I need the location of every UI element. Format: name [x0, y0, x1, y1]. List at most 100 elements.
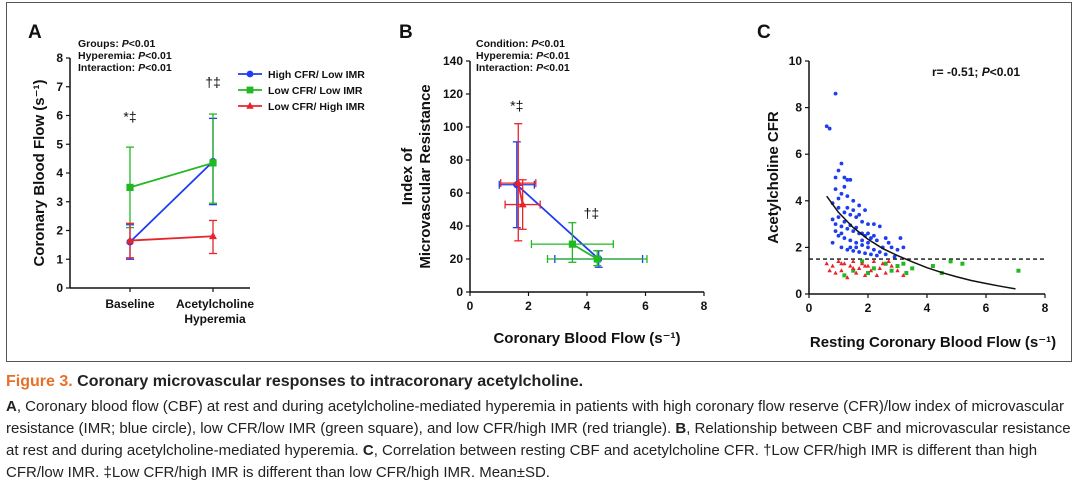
a-data-point: [209, 159, 217, 167]
c-data-point: [839, 224, 844, 229]
a-y-tick-label: 5: [56, 137, 63, 151]
caption-panel-b-text: , Relationship between CBF and microvasc…: [6, 420, 1071, 459]
c-data-point: [836, 205, 841, 210]
c-data-point: [842, 219, 847, 224]
c-data-point: [839, 161, 844, 166]
c-series-0: [824, 91, 906, 259]
c-correlation-stat: r= -0.51; P<0.01: [932, 65, 1020, 79]
c-data-point: [839, 261, 844, 266]
c-data-point: [854, 270, 859, 275]
c-data-point: [824, 261, 829, 266]
panel-label-A: A: [28, 22, 42, 43]
c-x-tick-label: 8: [1042, 301, 1049, 315]
c-series-2: [824, 258, 906, 280]
b-x-tick-label: 8: [701, 299, 708, 313]
c-data-point: [848, 238, 853, 243]
c-data-point: [869, 252, 873, 257]
c-data-point: [824, 124, 829, 129]
a-legend-label: High CFR/ Low IMR: [268, 69, 365, 81]
caption-body: A, Coronary blood flow (CBF) at rest and…: [6, 396, 1074, 484]
c-data-point: [854, 245, 859, 250]
a-x-tick-sublabel: Hyperemia: [184, 312, 246, 326]
a-y-tick-label: 8: [56, 51, 63, 65]
c-data-point: [845, 205, 850, 210]
c-data-point: [866, 240, 870, 245]
caption-panel-c-text: , Correlation between resting CBF and ac…: [6, 442, 1038, 481]
a-y-tick-label: 1: [56, 252, 63, 266]
panel-label-B: B: [399, 22, 413, 43]
c-data-point: [863, 208, 867, 213]
caption-title: Figure 3. Coronary microvascular respons…: [6, 372, 1074, 392]
c-data-point: [872, 233, 876, 238]
a-legend-label: Low CFR/ Low IMR: [268, 85, 363, 97]
c-data-point: [880, 261, 885, 266]
c-data-point: [857, 212, 862, 217]
b-y-axis-label: Index of: [399, 147, 416, 206]
c-data-point: [860, 219, 864, 224]
figure-caption: Figure 3. Coronary microvascular respons…: [6, 372, 1074, 484]
c-data-point: [910, 266, 915, 271]
c-x-tick-label: 4: [924, 301, 931, 315]
c-y-tick-label: 10: [789, 54, 803, 68]
c-data-point: [848, 212, 853, 217]
c-data-point: [833, 270, 838, 275]
c-data-point: [845, 247, 850, 252]
c-data-point: [854, 240, 859, 245]
c-x-tick-label: 6: [983, 301, 990, 315]
c-data-point: [871, 266, 876, 271]
a-stat-1: Hyperemia: P<0.01: [78, 50, 172, 62]
b-data-point: [568, 240, 576, 248]
c-data-point: [845, 177, 850, 182]
a-y-tick-label: 3: [56, 195, 63, 209]
c-data-point: [892, 254, 897, 259]
c-data-point: [889, 245, 894, 250]
c-y-tick-label: 2: [795, 240, 802, 254]
a-series-line: [129, 162, 214, 189]
c-data-point: [886, 240, 891, 245]
c-data-point: [839, 245, 844, 250]
c-data-point: [901, 245, 906, 250]
b-y-tick-label: 60: [450, 186, 464, 200]
a-x-tick-label: Acetylcholine: [176, 297, 254, 311]
c-x-axis-label: Resting Coronary Blood Flow (s⁻¹): [810, 334, 1056, 351]
c-data-point: [839, 191, 844, 196]
a-stat-2: Interaction: P<0.01: [78, 62, 172, 74]
a-y-tick-label: 2: [56, 224, 63, 238]
c-data-point: [851, 248, 856, 253]
c-data-point: [886, 258, 891, 263]
c-data-point: [854, 215, 859, 220]
b-stat-1: Hyperemia: P<0.01: [476, 50, 570, 62]
c-data-point: [1016, 268, 1021, 273]
c-data-point: [874, 253, 879, 258]
a-stat-0: Groups: P<0.01: [78, 38, 155, 50]
b-series-line: [571, 243, 598, 260]
c-data-point: [842, 236, 847, 240]
c-data-point: [842, 184, 847, 189]
c-data-point: [866, 271, 870, 276]
b-annotation: *‡: [510, 98, 523, 114]
c-data-point: [930, 264, 935, 269]
c-data-point: [836, 258, 841, 263]
b-y-tick-label: 120: [443, 87, 463, 101]
c-data-point: [830, 263, 835, 268]
c-y-tick-label: 4: [795, 194, 802, 208]
c-data-point: [862, 272, 868, 277]
b-x-tick-label: 2: [525, 299, 532, 313]
c-data-point: [898, 236, 903, 240]
c-data-point: [883, 236, 888, 240]
a-data-point: [126, 236, 134, 244]
b-y-tick-label: 20: [450, 252, 464, 266]
a-legend: High CFR/ Low IMR Low CFR/ Low IMR Low CFR…: [238, 69, 365, 113]
a-series-1: [126, 113, 217, 229]
c-data-point: [868, 268, 874, 273]
b-series-line: [517, 182, 524, 205]
c-data-point: [851, 268, 856, 273]
b-x-tick-label: 4: [584, 299, 591, 313]
c-data-point: [904, 271, 909, 276]
c-data-point: [877, 250, 882, 254]
c-y-tick-label: 0: [795, 287, 802, 301]
b-y-tick-label: 140: [443, 54, 463, 68]
c-data-point: [895, 247, 900, 252]
c-data-point: [869, 236, 873, 240]
